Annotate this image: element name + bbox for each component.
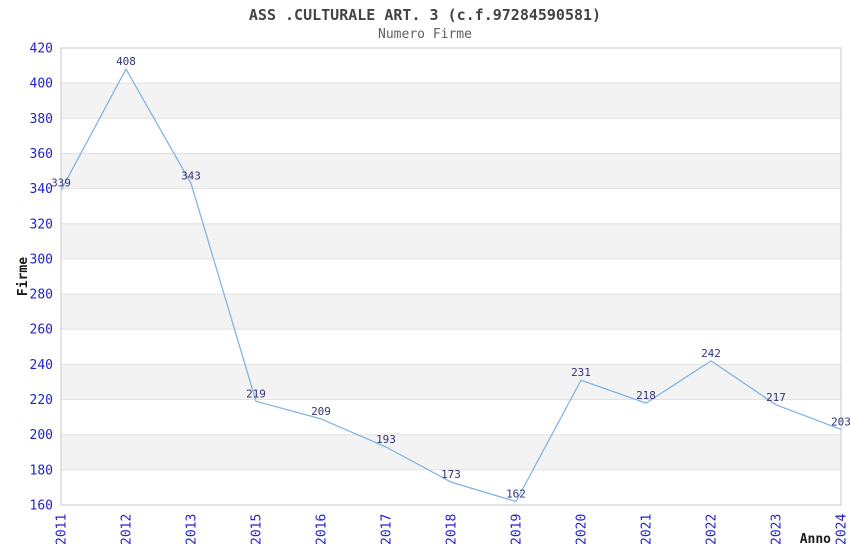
x-tick-label: 2012 bbox=[120, 514, 135, 545]
y-tick-label: 160 bbox=[30, 499, 53, 514]
gridlines bbox=[61, 82, 841, 471]
data-point-label: 408 bbox=[116, 55, 136, 68]
x-axis-tick-labels: 2011 2012 2013 2015 2016 2017 2018 2019 2020 2021… bbox=[55, 514, 850, 545]
data-point-label: 173 bbox=[441, 468, 461, 481]
data-point-label: 343 bbox=[181, 169, 201, 182]
y-tick-label: 320 bbox=[30, 217, 53, 232]
y-tick-label: 360 bbox=[30, 147, 53, 162]
y-tick-label: 420 bbox=[30, 42, 53, 57]
data-point-label: 209 bbox=[311, 405, 331, 418]
y-axis-tick-labels: 160 180 200 220 240 260 280 300 320 340 360 380 400 4… bbox=[30, 42, 53, 514]
y-tick-label: 200 bbox=[30, 428, 53, 443]
y-tick-label: 400 bbox=[30, 77, 53, 92]
x-axis-title: Anno bbox=[800, 532, 831, 547]
y-axis-title: Firme bbox=[16, 257, 31, 296]
plot-band bbox=[61, 434, 841, 470]
x-tick-label: 2015 bbox=[250, 514, 265, 545]
x-tick-label: 2011 bbox=[55, 514, 70, 545]
x-tick-label: 2020 bbox=[575, 514, 590, 545]
y-tick-label: 220 bbox=[30, 393, 53, 408]
plot-band bbox=[61, 294, 841, 330]
data-point-label: 339 bbox=[51, 176, 71, 189]
x-tick-label: 2023 bbox=[770, 514, 785, 545]
data-point-labels: 339 408 343 219 209 193 173 162 231 218 242 217 203 bbox=[51, 55, 850, 500]
chart-title: ASS .CULTURALE ART. 3 (c.f.97284590581) bbox=[248, 6, 602, 24]
data-point-label: 203 bbox=[831, 415, 850, 428]
plot-band bbox=[61, 364, 841, 400]
x-tick-label: 2018 bbox=[445, 514, 460, 545]
y-tick-label: 280 bbox=[30, 288, 53, 303]
y-tick-label: 340 bbox=[30, 182, 53, 197]
x-tick-label: 2016 bbox=[315, 514, 330, 545]
data-point-label: 218 bbox=[636, 389, 656, 402]
x-tick-label: 2013 bbox=[185, 514, 200, 545]
y-tick-label: 300 bbox=[30, 252, 53, 267]
chart-subtitle: Numero Firme bbox=[378, 27, 472, 42]
x-tick-label: 2024 bbox=[835, 514, 850, 545]
y-tick-label: 240 bbox=[30, 358, 53, 373]
data-point-label: 231 bbox=[571, 366, 591, 379]
plot-band bbox=[61, 83, 841, 119]
x-tick-label: 2019 bbox=[510, 514, 525, 545]
plot-border bbox=[60, 47, 842, 506]
series-line bbox=[60, 68, 842, 503]
x-tick-label: 2022 bbox=[705, 514, 720, 545]
data-point-label: 162 bbox=[506, 488, 526, 501]
plot-band bbox=[61, 223, 841, 259]
data-point-label: 219 bbox=[246, 387, 266, 400]
plot-band bbox=[61, 153, 841, 189]
plot-bands bbox=[61, 83, 841, 470]
x-tick-label: 2017 bbox=[380, 514, 395, 545]
x-tick-label: 2021 bbox=[640, 514, 655, 545]
y-tick-label: 380 bbox=[30, 112, 53, 127]
y-tick-label: 260 bbox=[30, 323, 53, 338]
data-point-label: 242 bbox=[701, 347, 721, 360]
data-point-label: 193 bbox=[376, 433, 396, 446]
data-point-label: 217 bbox=[766, 391, 786, 404]
y-tick-label: 180 bbox=[30, 463, 53, 478]
